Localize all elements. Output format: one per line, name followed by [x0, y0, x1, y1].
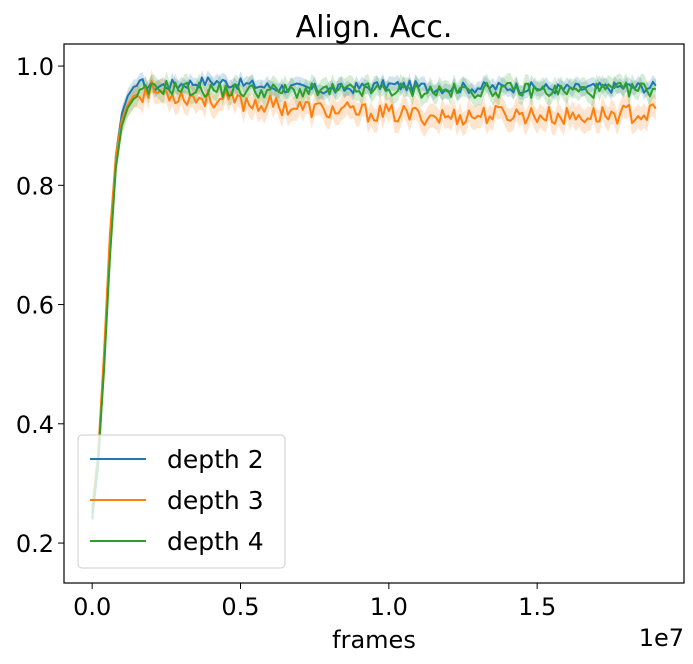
confidence-bands — [92, 69, 656, 527]
y-tick-label: 0.8 — [16, 172, 54, 200]
legend: depth 2 depth 3 depth 4 — [77, 434, 286, 569]
series-lines — [91, 76, 657, 520]
x-tick-label: 0.5 — [221, 593, 259, 621]
x-tick-label: 0.0 — [73, 593, 111, 621]
legend-label-2: depth 3 — [167, 486, 264, 515]
y-tick-label: 0.2 — [16, 530, 54, 558]
x-tick-label: 1.5 — [518, 593, 556, 621]
chart-title: Align. Acc. — [296, 10, 453, 45]
x-tick-label: 1.0 — [370, 593, 408, 621]
legend-label-1: depth 2 — [167, 445, 264, 474]
legend-box — [77, 434, 286, 569]
x-axis-label: frames — [332, 626, 416, 654]
series-line-3 — [91, 79, 656, 514]
y-axis: 0.2 0.4 0.6 0.8 1.0 — [16, 53, 64, 558]
y-tick-label: 0.4 — [16, 411, 54, 439]
legend-label-3: depth 4 — [167, 527, 264, 556]
series-band-2 — [92, 69, 656, 520]
x-axis: 0.0 0.5 1.0 1.5 — [73, 583, 556, 621]
y-tick-label: 1.0 — [16, 53, 54, 81]
series-line-2 — [91, 79, 657, 508]
y-tick-label: 0.6 — [16, 292, 54, 320]
x-axis-offset-label: 1e7 — [639, 624, 684, 652]
plot-frame — [63, 43, 685, 584]
